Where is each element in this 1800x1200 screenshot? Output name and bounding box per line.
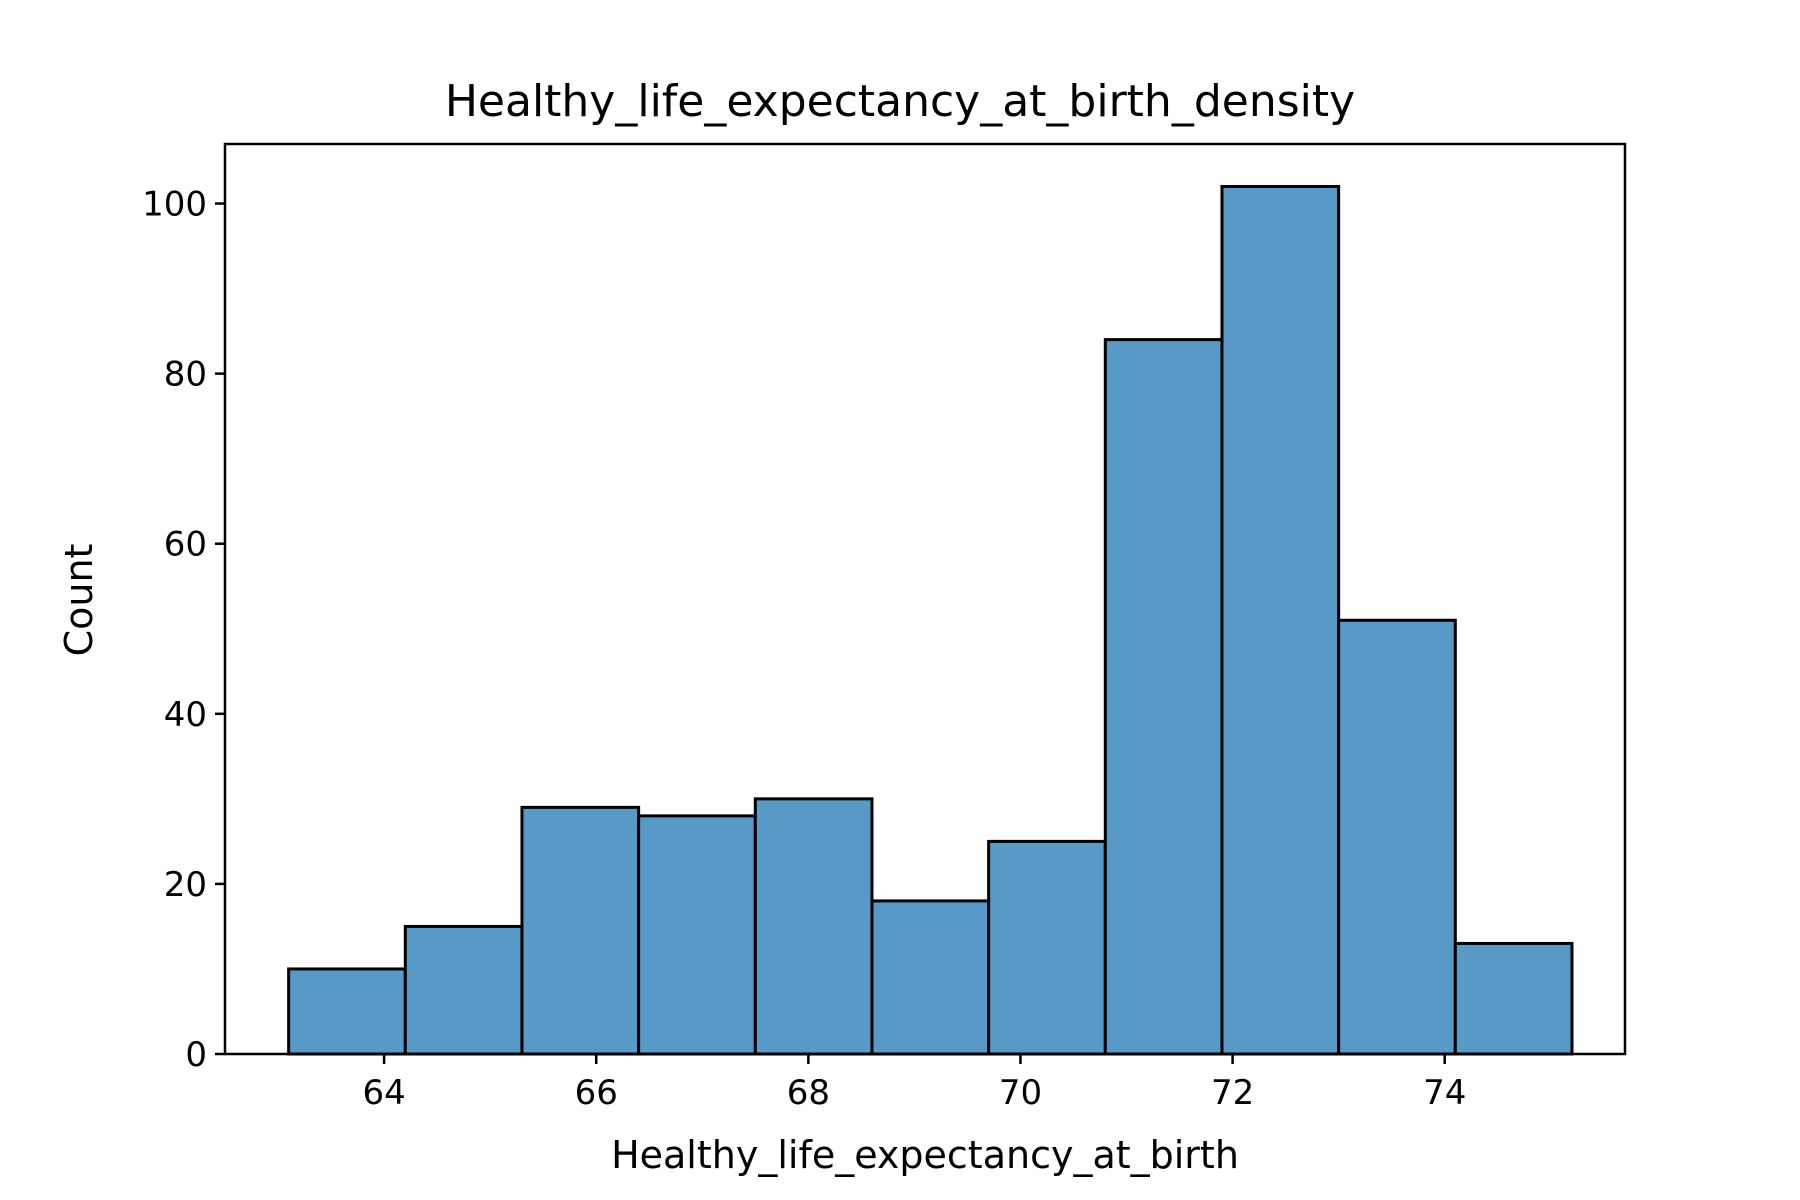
histogram-bar <box>287 967 407 1056</box>
histogram-bar <box>870 899 991 1056</box>
y-tick-label: 40 <box>164 695 207 735</box>
histogram-bar <box>753 797 874 1056</box>
y-axis-ticks: 0 20 40 60 80 100 <box>142 185 225 1075</box>
x-tick-label: 64 <box>362 1073 405 1113</box>
histogram-bar <box>1220 185 1341 1056</box>
bars-group <box>287 185 1574 1056</box>
x-axis-ticks: 64 66 68 70 72 74 <box>362 1054 1466 1113</box>
histogram-bar <box>1337 618 1457 1056</box>
y-axis-label: Count <box>57 544 101 657</box>
y-tick-label: 80 <box>164 355 207 395</box>
plot-frame <box>223 142 1627 1056</box>
y-tick-label: 60 <box>164 525 207 565</box>
histogram-bar <box>403 924 524 1056</box>
histogram-bar <box>1103 338 1224 1056</box>
x-tick-label: 72 <box>1211 1073 1254 1113</box>
x-tick-label: 66 <box>575 1073 618 1113</box>
chart-title: Healthy_life_expectancy_at_birth_density <box>445 76 1355 127</box>
y-tick-label: 0 <box>185 1035 207 1075</box>
x-axis-label: Healthy_life_expectancy_at_birth <box>611 1133 1239 1177</box>
y-tick-label: 20 <box>164 865 207 905</box>
histogram-bar <box>637 814 757 1056</box>
x-tick-label: 74 <box>1423 1073 1466 1113</box>
histogram-bar <box>1453 941 1574 1056</box>
histogram-bar <box>520 805 641 1056</box>
x-tick-label: 70 <box>999 1073 1042 1113</box>
x-tick-label: 68 <box>787 1073 830 1113</box>
histogram-bar <box>987 839 1107 1056</box>
y-tick-label: 100 <box>142 185 207 225</box>
